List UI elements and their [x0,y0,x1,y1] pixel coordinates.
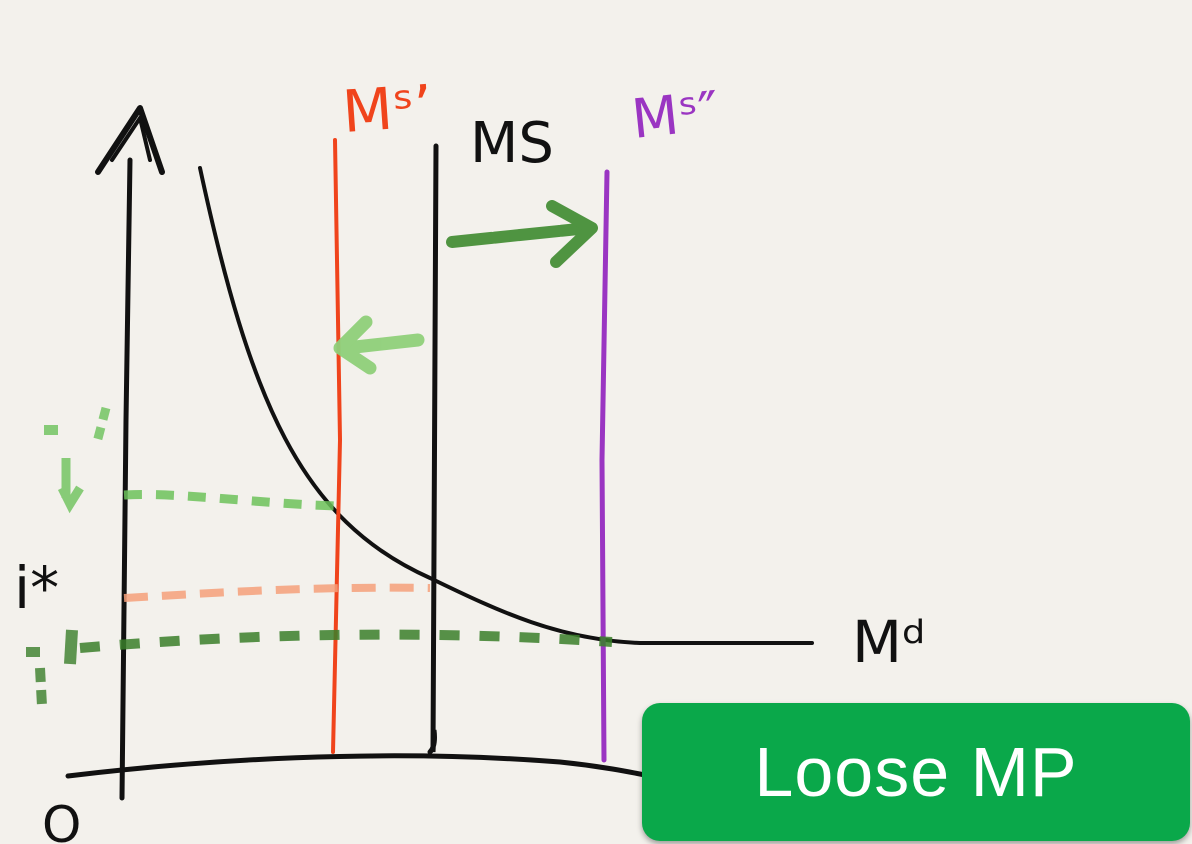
guide-equilibrium-rate [123,583,431,602]
policy-badge-label: Loose MP [754,733,1078,811]
y-axis [95,105,165,801]
money-supply-contracted-line [331,138,343,754]
money-supply-line [427,143,439,755]
shift-left-arrow [333,315,425,375]
x-axis [65,753,653,779]
label-origin: O [42,796,81,844]
label-ms-contracted: Mˢʼ [340,72,435,146]
label-money-demand: Mᵈ [852,608,926,676]
label-ms-expanded: Mˢ″ [629,79,722,151]
money-demand-curve [198,166,814,645]
guide-low-rate [79,629,613,653]
money-supply-expanded-line [599,169,610,763]
label-ms: MS [470,111,554,176]
guide-high-rate [123,490,341,511]
shift-right-arrow [446,200,598,268]
policy-badge: Loose MP [642,703,1190,841]
label-interest-rate: i* [14,554,59,622]
rate-change-markers [26,406,111,707]
